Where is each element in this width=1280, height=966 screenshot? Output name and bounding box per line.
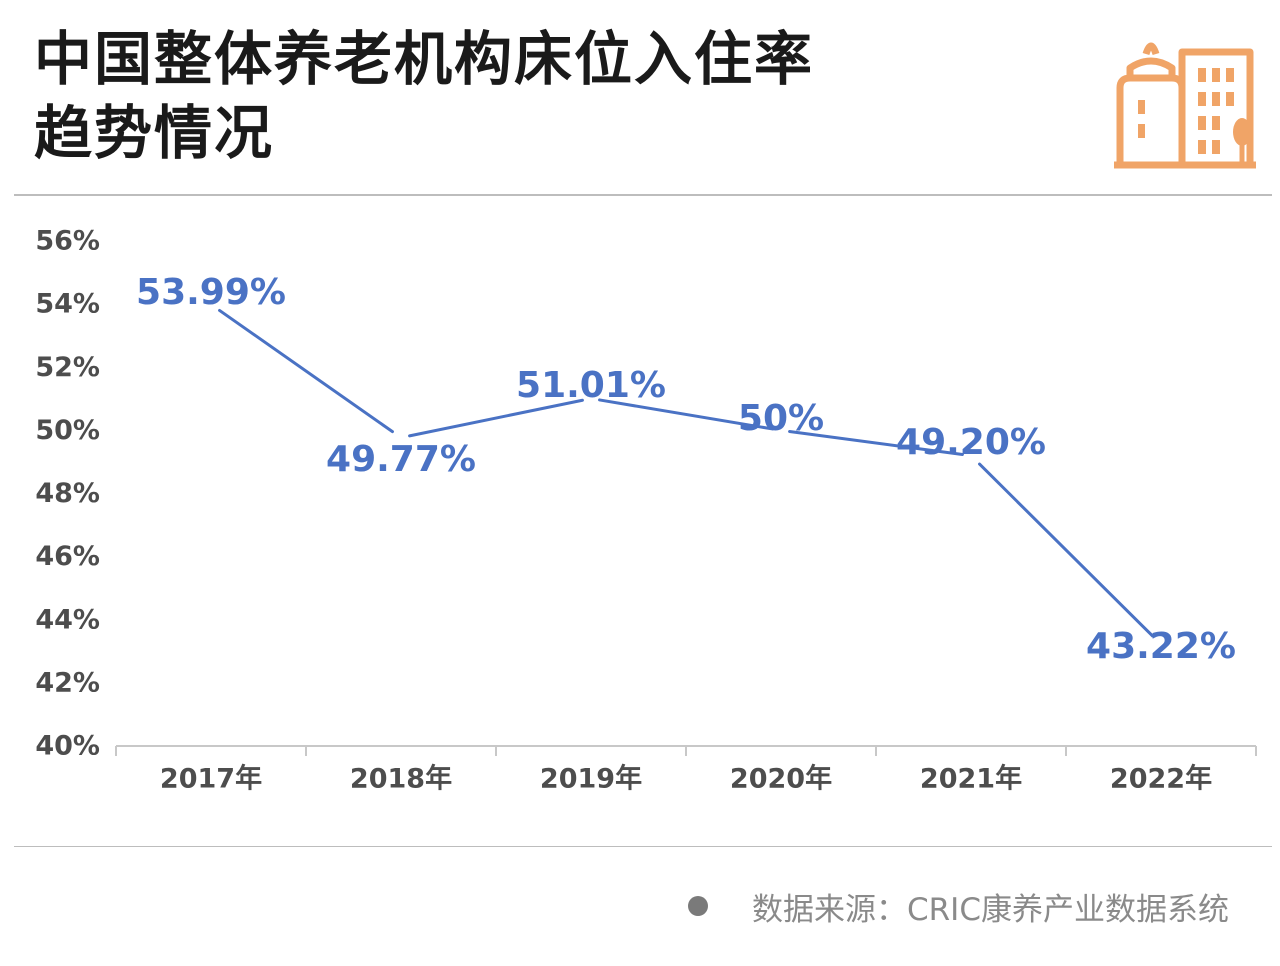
x-tick-label: 2019年 xyxy=(540,763,642,795)
city-buildings-icon xyxy=(1114,42,1256,169)
y-tick-label: 40% xyxy=(35,731,100,762)
y-tick-label: 42% xyxy=(35,667,100,698)
y-tick-label: 50% xyxy=(35,415,100,446)
bullet-dot-icon xyxy=(688,896,708,916)
series-line-segment xyxy=(978,462,1154,638)
x-tick-label: 2018年 xyxy=(350,763,452,795)
page-title: 中国整体养老机构床位入住率 趋势情况 xyxy=(34,22,814,170)
y-tick-label: 56% xyxy=(35,226,100,257)
series-line-segment xyxy=(788,430,964,456)
title-line-1: 中国整体养老机构床位入住率 xyxy=(34,25,815,93)
data-label: 51.01% xyxy=(516,365,666,406)
data-source: 数据来源：CRIC康养产业数据系统 xyxy=(688,886,1229,928)
data-source-text: 数据来源：CRIC康养产业数据系统 xyxy=(752,891,1229,928)
y-tick-label: 46% xyxy=(35,541,100,572)
y-tick-label: 54% xyxy=(35,289,100,320)
series-line-segment xyxy=(408,398,584,438)
y-tick-label: 44% xyxy=(35,604,100,635)
series-line-segment xyxy=(598,398,774,431)
x-tick-label: 2017年 xyxy=(160,763,262,795)
data-label: 49.77% xyxy=(326,439,476,480)
header-divider xyxy=(14,194,1272,196)
data-label: 49.20% xyxy=(896,422,1046,463)
data-label: 53.99% xyxy=(136,272,286,313)
x-tick-label: 2020年 xyxy=(730,763,832,795)
footer-divider xyxy=(14,846,1272,847)
series-line-segment xyxy=(218,308,394,434)
y-tick-label: 48% xyxy=(35,478,100,509)
y-tick-label: 52% xyxy=(35,352,100,383)
title-line-2: 趋势情况 xyxy=(34,99,275,167)
data-label: 43.22% xyxy=(1086,626,1236,667)
x-tick-label: 2022年 xyxy=(1110,763,1212,795)
data-label: 50% xyxy=(738,398,824,439)
x-tick-label: 2021年 xyxy=(920,763,1022,795)
